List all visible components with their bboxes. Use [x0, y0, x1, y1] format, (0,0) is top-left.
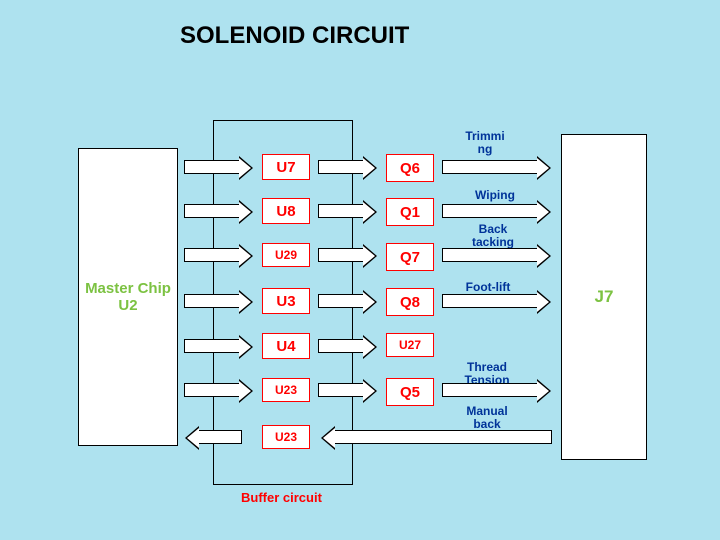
buffer-label: Buffer circuit — [241, 490, 322, 505]
arrow-q2j-1 — [442, 204, 538, 218]
diagram-title: SOLENOID CIRCUIT — [180, 22, 409, 50]
j7-label: J7 — [595, 287, 614, 307]
arrow-m2b-4 — [184, 339, 240, 353]
u-chip-4: U4 — [262, 333, 310, 359]
arrow-j2b — [334, 430, 552, 444]
arrow-q2j-2 — [442, 248, 538, 262]
q-chip-0: Q6 — [386, 154, 434, 182]
arrow-m2b-1 — [184, 204, 240, 218]
u-chip-3: U3 — [262, 288, 310, 314]
arrow-u2q-3 — [318, 294, 364, 308]
arrow-u2q-0 — [318, 160, 364, 174]
arrow-u2q-4 — [318, 339, 364, 353]
q-chip-4: U27 — [386, 333, 434, 357]
arrow-u2q-2 — [318, 248, 364, 262]
q-chip-2: Q7 — [386, 243, 434, 271]
signal-label-1: Wiping — [460, 189, 530, 202]
arrow-m2b-2 — [184, 248, 240, 262]
j7-box: J7 — [561, 134, 647, 460]
signal-label-0: Trimmi ng — [450, 130, 520, 155]
arrow-q2j-3 — [442, 294, 538, 308]
u-chip-2: U29 — [262, 243, 310, 267]
u-chip-1: U8 — [262, 198, 310, 224]
arrow-m2b-3 — [184, 294, 240, 308]
arrow-m2b-0 — [184, 160, 240, 174]
master-chip-label: Master Chip U2 — [79, 280, 177, 314]
q-chip-5: Q5 — [386, 378, 434, 406]
arrow-u2q-1 — [318, 204, 364, 218]
arrow-q2j-4 — [442, 383, 538, 397]
q-chip-3: Q8 — [386, 288, 434, 316]
arrow-m2b-5 — [184, 383, 240, 397]
signal-label-2: Back tacking — [458, 223, 528, 248]
u-chip-6: U23 — [262, 425, 310, 449]
arrow-u2q-5 — [318, 383, 364, 397]
q-chip-1: Q1 — [386, 198, 434, 226]
u-chip-5: U23 — [262, 378, 310, 402]
arrow-q2j-0 — [442, 160, 538, 174]
signal-label-3: Foot-lift — [453, 281, 523, 294]
arrow-b2m — [198, 430, 242, 444]
master-chip-box: Master Chip U2 — [78, 148, 178, 446]
u-chip-0: U7 — [262, 154, 310, 180]
